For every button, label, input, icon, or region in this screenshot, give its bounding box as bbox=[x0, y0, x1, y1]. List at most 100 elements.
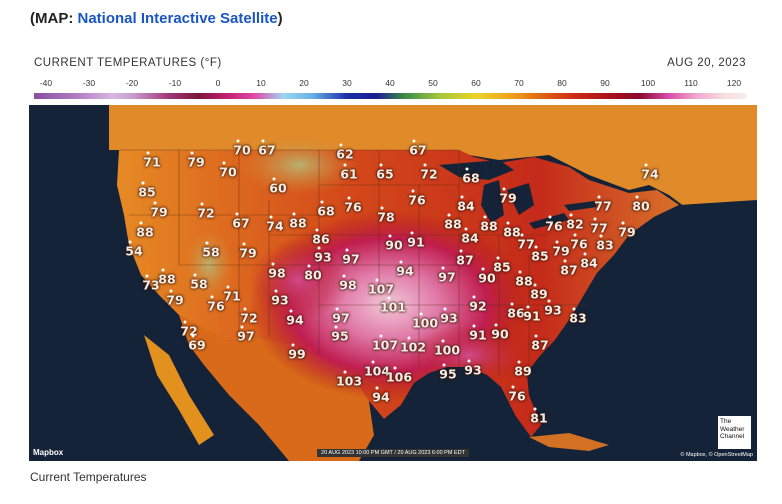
station-dot bbox=[534, 334, 538, 338]
station-dot bbox=[644, 163, 648, 167]
scale-tick: 100 bbox=[640, 78, 656, 88]
temperature-label: 79 bbox=[166, 292, 184, 308]
station-dot bbox=[548, 215, 552, 219]
station-dot bbox=[411, 189, 415, 193]
scale-title: CURRENT TEMPERATURES (°F) bbox=[34, 57, 222, 69]
temperature-label: 89 bbox=[530, 286, 548, 302]
station-dot bbox=[222, 161, 226, 165]
temperature-label: 86 bbox=[312, 231, 330, 247]
station-dot bbox=[412, 139, 416, 143]
temperature-label: 90 bbox=[385, 237, 403, 253]
national-interactive-satellite-link[interactable]: National Interactive Satellite bbox=[77, 10, 278, 27]
station-dot bbox=[343, 163, 347, 167]
station-dot bbox=[315, 228, 319, 232]
temperature-label: 98 bbox=[339, 277, 357, 293]
temperature-label: 65 bbox=[376, 166, 394, 182]
station-dot bbox=[205, 241, 209, 245]
temperature-label: 79 bbox=[187, 154, 205, 170]
station-dot bbox=[518, 270, 522, 274]
temperature-label: 76 bbox=[570, 236, 588, 252]
station-dot bbox=[235, 212, 239, 216]
station-dot bbox=[292, 212, 296, 216]
temperature-label: 77 bbox=[590, 220, 608, 236]
temperature-label: 67 bbox=[232, 215, 250, 231]
station-dot bbox=[343, 370, 347, 374]
scale-ticks: -40 -30 -20 -10 0 10 20 30 40 50 60 70 80 90 100 110 120 bbox=[34, 78, 746, 92]
temperature-label: 98 bbox=[268, 265, 286, 281]
station-dot bbox=[200, 202, 204, 206]
temperature-label: 87 bbox=[531, 337, 549, 353]
map-header: (MAP: National Interactive Satellite) bbox=[30, 10, 283, 27]
scale-tick: -20 bbox=[125, 78, 139, 88]
station-dot bbox=[472, 324, 476, 328]
temperature-label: 91 bbox=[407, 234, 425, 250]
header-prefix: (MAP: bbox=[30, 10, 78, 27]
mapbox-logo: Mapbox bbox=[33, 448, 64, 457]
temperature-label: 62 bbox=[336, 146, 354, 162]
temperature-label: 74 bbox=[266, 218, 284, 234]
scale-tick: 40 bbox=[385, 78, 395, 88]
station-dot bbox=[141, 181, 145, 185]
scale-tick: -10 bbox=[168, 78, 182, 88]
station-dot bbox=[410, 231, 414, 235]
temperature-label: 77 bbox=[594, 198, 612, 214]
scale-tick: 0 bbox=[215, 78, 221, 88]
station-dot bbox=[464, 227, 468, 231]
temperature-map[interactable]: 71 79 70 67 70 62 67 61 65 72 68 74 85 60 79 76 79 72 68 76… bbox=[29, 105, 757, 461]
station-dot bbox=[533, 407, 537, 411]
station-dot bbox=[506, 221, 510, 225]
temperature-label: 70 bbox=[219, 164, 237, 180]
station-dot bbox=[345, 248, 349, 252]
map-timestamp: 20 AUG 2023 10:00 PM GMT / 20 AUG 2023 6… bbox=[317, 449, 469, 457]
station-dot bbox=[320, 200, 324, 204]
temperature-label: 92 bbox=[469, 298, 487, 314]
temperature-label: 93 bbox=[464, 362, 482, 378]
temperature-label: 79 bbox=[618, 224, 636, 240]
temperature-label: 61 bbox=[340, 166, 358, 182]
station-dot bbox=[467, 359, 471, 363]
temperature-label: 81 bbox=[530, 410, 548, 426]
temperature-label: 80 bbox=[304, 267, 322, 283]
station-dot bbox=[153, 201, 157, 205]
temperature-label: 95 bbox=[331, 328, 349, 344]
station-dot bbox=[563, 259, 567, 263]
temperature-label: 94 bbox=[372, 389, 390, 405]
scale-tick: 30 bbox=[342, 78, 352, 88]
station-dot bbox=[441, 266, 445, 270]
map-attribution[interactable]: © Mapbox, © OpenStreetMap bbox=[680, 452, 753, 458]
station-dot bbox=[573, 233, 577, 237]
temperature-colorbar bbox=[34, 93, 746, 99]
station-dot bbox=[145, 274, 149, 278]
station-dot bbox=[191, 334, 195, 338]
temperature-label: 85 bbox=[138, 184, 156, 200]
temperature-label: 72 bbox=[197, 205, 215, 221]
temperature-label: 97 bbox=[438, 269, 456, 285]
station-dot bbox=[533, 283, 537, 287]
temperature-label: 58 bbox=[190, 276, 208, 292]
temperature-label: 99 bbox=[288, 346, 306, 362]
station-dot bbox=[183, 320, 187, 324]
station-dot bbox=[393, 366, 397, 370]
station-dot bbox=[371, 360, 375, 364]
temperature-label: 72 bbox=[240, 310, 258, 326]
temperature-label: 79 bbox=[499, 190, 517, 206]
temperature-label: 74 bbox=[641, 166, 659, 182]
station-dot bbox=[190, 151, 194, 155]
temperature-label: 78 bbox=[377, 209, 395, 225]
station-dot bbox=[423, 163, 427, 167]
scale-tick: 20 bbox=[299, 78, 309, 88]
temperature-label: 83 bbox=[569, 310, 587, 326]
temperature-label: 93 bbox=[440, 310, 458, 326]
station-dot bbox=[399, 260, 403, 264]
temperature-label: 103 bbox=[335, 373, 363, 389]
temperature-label: 86 bbox=[507, 305, 525, 321]
temperature-label: 79 bbox=[552, 243, 570, 259]
temperature-label: 94 bbox=[286, 312, 304, 328]
station-dot bbox=[226, 285, 230, 289]
temperature-label: 84 bbox=[461, 230, 479, 246]
scale-tick: 50 bbox=[428, 78, 438, 88]
station-dot bbox=[379, 163, 383, 167]
scale-tick: 60 bbox=[471, 78, 481, 88]
temperature-label: 68 bbox=[317, 203, 335, 219]
station-dot bbox=[572, 307, 576, 311]
